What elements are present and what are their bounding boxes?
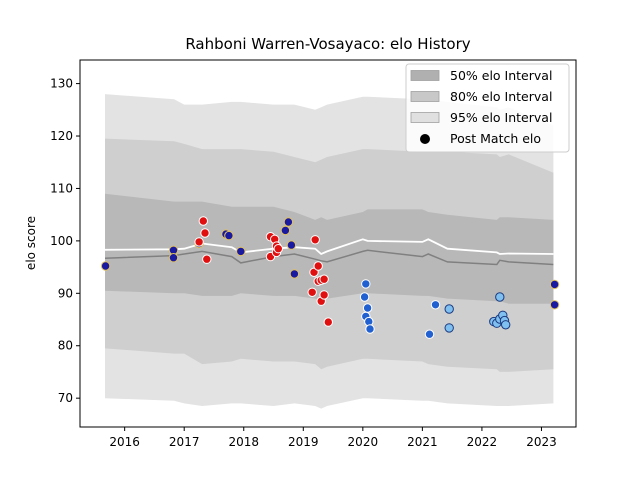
x-tick-label: 2018 (228, 435, 259, 449)
legend-box (405, 63, 570, 153)
axes: 2016 2017 2018 2019 2020 2021 2022 2023 70 80 90 10… (50, 59, 577, 449)
center-line (104, 249, 554, 266)
data-point (444, 323, 454, 333)
data-point (273, 244, 283, 254)
data-point (198, 216, 209, 226)
y-tick-label: 90 (58, 286, 73, 300)
x-tick-label: 2022 (467, 435, 498, 449)
legend-label: 80% elo Interval (450, 89, 552, 104)
data-point (283, 217, 294, 227)
data-point (365, 324, 375, 334)
data-point (495, 292, 505, 302)
y-tick-label: 120 (50, 129, 73, 143)
legend-label: 95% elo Interval (450, 110, 552, 125)
data-point (361, 279, 371, 289)
data-point (359, 292, 370, 302)
y-tick-label: 130 (50, 77, 73, 91)
data-point (224, 230, 234, 241)
data-point (424, 329, 435, 339)
plot-frame (79, 59, 577, 428)
data-point (430, 300, 441, 310)
x-tick-label: 2019 (288, 435, 319, 449)
data-point (501, 320, 511, 330)
data-point (202, 254, 212, 264)
legend-swatch (410, 70, 440, 81)
data-point (200, 228, 210, 238)
data-point (444, 304, 454, 314)
data-point (289, 269, 300, 279)
data-point (100, 261, 111, 271)
data-point (549, 300, 560, 310)
data-point (319, 274, 329, 284)
band-50 (105, 193, 554, 304)
data-point (310, 235, 320, 245)
data-point (319, 290, 329, 300)
data-point (362, 303, 373, 313)
x-tick-label: 2021 (407, 435, 438, 449)
data-point (307, 287, 317, 297)
data-point (280, 225, 291, 236)
legend-label: Post Match elo (450, 131, 541, 146)
x-tick-label: 2020 (348, 435, 379, 449)
legend-swatch (410, 91, 440, 102)
data-point (313, 261, 323, 271)
y-tick-label: 100 (50, 234, 73, 248)
mean-line (104, 238, 554, 256)
y-axis-label: elo score (24, 216, 38, 270)
data-point (323, 317, 333, 327)
data-point (286, 240, 297, 250)
plot-area (100, 94, 560, 409)
data-point (194, 237, 204, 247)
legend-marker (420, 134, 430, 144)
data-point (549, 279, 560, 290)
legend: 50% elo Interval 80% elo Interval 95% elo … (405, 63, 570, 153)
y-tick-label: 80 (58, 339, 73, 353)
legend-label: 50% elo Interval (450, 68, 552, 83)
x-tick-label: 2023 (526, 435, 557, 449)
x-tick-label: 2016 (109, 435, 140, 449)
data-point (236, 246, 246, 257)
data-point (168, 253, 179, 263)
y-tick-label: 110 (50, 181, 73, 195)
y-tick-label: 70 (58, 391, 73, 405)
chart-title: Rahboni Warren-Vosayaco: elo History (185, 35, 470, 53)
legend-swatch (410, 112, 440, 123)
x-tick-label: 2017 (169, 435, 200, 449)
